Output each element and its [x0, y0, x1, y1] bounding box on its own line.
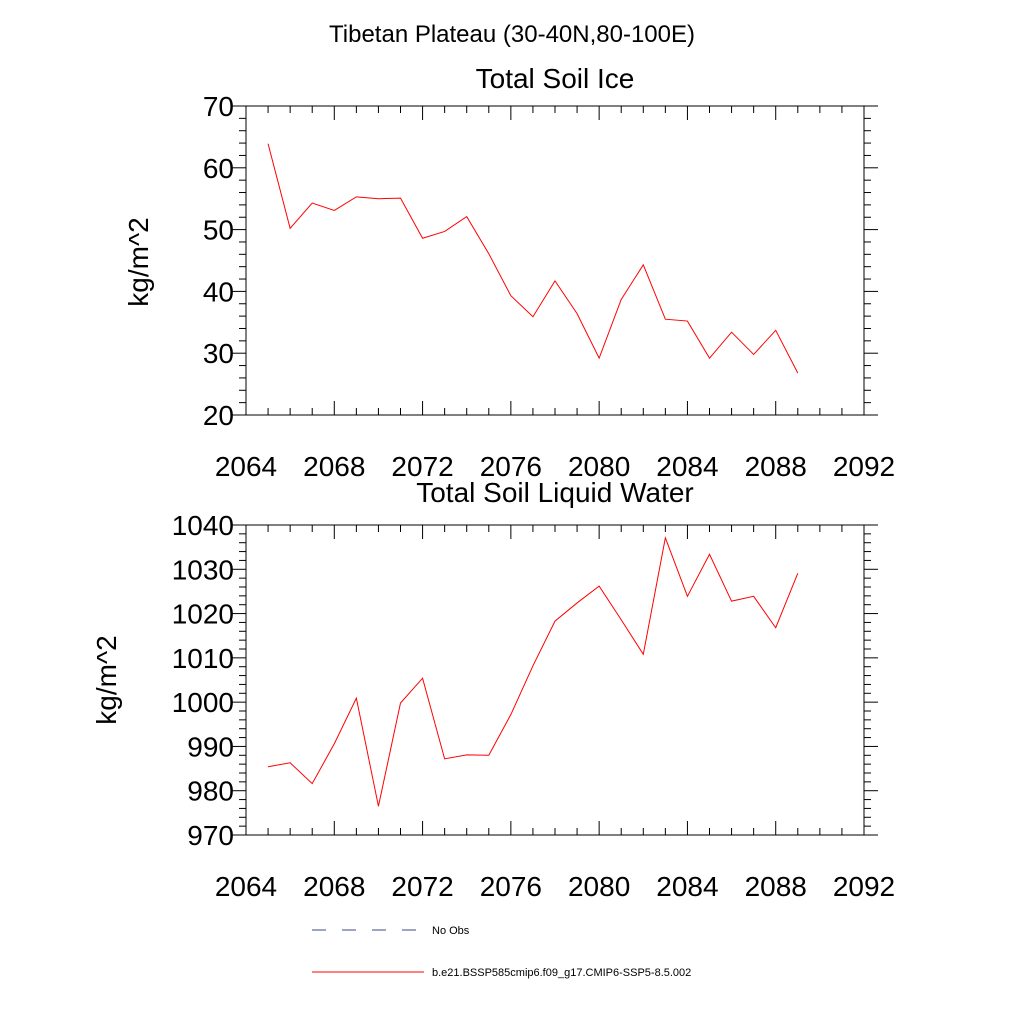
- x-tick-label: 2064: [215, 451, 277, 482]
- y-tick-label: 1030: [172, 554, 234, 585]
- panel-total-soil-ice: Total Soil Ice kg/m^2 2064 2068 2072 2076 20…: [123, 63, 895, 482]
- x-tick-label: 2092: [833, 451, 895, 482]
- legend-item-model-run: b.e21.BSSP585cmip6.f09_g17.CMIP6-SSP5-8.…: [312, 967, 691, 979]
- plot-area: 2064 2068 2072 2076 2080 2084 2088 2092 20 30 40 50…: [203, 91, 895, 482]
- legend-item-no-obs: No Obs: [312, 925, 470, 937]
- y-axis-label: kg/m^2: [123, 217, 154, 306]
- x-tick-label: 2076: [480, 871, 542, 902]
- x-tick-label: 2084: [656, 871, 718, 902]
- series-line: [267, 143, 799, 374]
- x-tick-label: 2080: [568, 871, 630, 902]
- panel-title: Total Soil Ice: [476, 63, 635, 94]
- x-tick-label: 2064: [215, 871, 277, 902]
- x-tick-label: 2072: [391, 451, 453, 482]
- x-tick-label: 2084: [656, 451, 718, 482]
- x-tick-label: 2076: [480, 451, 542, 482]
- plot-frame: [245, 105, 865, 416]
- y-tick-label: 20: [203, 400, 234, 431]
- legend-label: No Obs: [432, 925, 470, 937]
- x-tick-label: 2068: [303, 451, 365, 482]
- y-tick-label: 1020: [172, 599, 234, 630]
- legend: No Obs b.e21.BSSP585cmip6.f09_g17.CMIP6-…: [312, 925, 691, 979]
- x-tick-label: 2088: [745, 451, 807, 482]
- x-tick-label: 2088: [745, 871, 807, 902]
- y-tick-label: 40: [203, 276, 234, 307]
- y-tick-label: 1000: [172, 687, 234, 718]
- y-tick-label: 990: [187, 731, 234, 762]
- y-tick-label: 1040: [172, 510, 234, 541]
- y-tick-label: 60: [203, 153, 234, 184]
- plot-area: 2064 2068 2072 2076 2080 2084 2088 2092 970 980 99…: [172, 510, 895, 902]
- y-tick-label: 30: [203, 338, 234, 369]
- legend-label: b.e21.BSSP585cmip6.f09_g17.CMIP6-SSP5-8.…: [432, 967, 691, 979]
- y-tick-label: 50: [203, 215, 234, 246]
- figure-title: Tibetan Plateau (30-40N,80-100E): [329, 21, 695, 48]
- x-tick-label: 2080: [568, 451, 630, 482]
- series-line: [267, 535, 799, 807]
- y-tick-label: 70: [203, 91, 234, 122]
- x-tick-label: 2092: [833, 871, 895, 902]
- x-tick-label: 2068: [303, 871, 365, 902]
- y-tick-label: 1010: [172, 643, 234, 674]
- y-axis-label: kg/m^2: [91, 635, 122, 724]
- y-tick-label: 980: [187, 776, 234, 807]
- panel-title: Total Soil Liquid Water: [416, 477, 694, 508]
- panel-total-soil-liquid-water: Total Soil Liquid Water kg/m^2 2064 2068 2…: [91, 477, 895, 902]
- y-tick-label: 970: [187, 820, 234, 851]
- x-tick-label: 2072: [391, 871, 453, 902]
- plot-frame: [245, 524, 865, 836]
